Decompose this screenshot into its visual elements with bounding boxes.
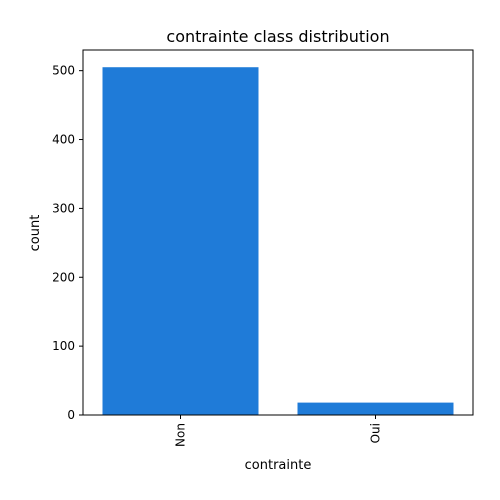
y-tick-label: 400 (52, 133, 75, 147)
x-tick-label: Non (174, 423, 188, 447)
x-axis-label: contrainte (245, 458, 312, 473)
bar-oui (297, 402, 454, 415)
y-axis-label: count (28, 215, 43, 252)
y-tick-label: 0 (67, 408, 75, 422)
y-tick-label: 300 (52, 201, 75, 215)
y-tick-label: 100 (52, 339, 75, 353)
plot-area: Non Oui 0 100 200 300 400 500 (52, 49, 474, 447)
y-tick-label: 500 (52, 64, 75, 78)
y-tick-label: 200 (52, 270, 75, 284)
x-tick-label: Oui (369, 423, 383, 443)
axes-frame (82, 49, 474, 416)
chart-title: contrainte class distribution (166, 27, 389, 46)
bar-non (102, 67, 259, 415)
